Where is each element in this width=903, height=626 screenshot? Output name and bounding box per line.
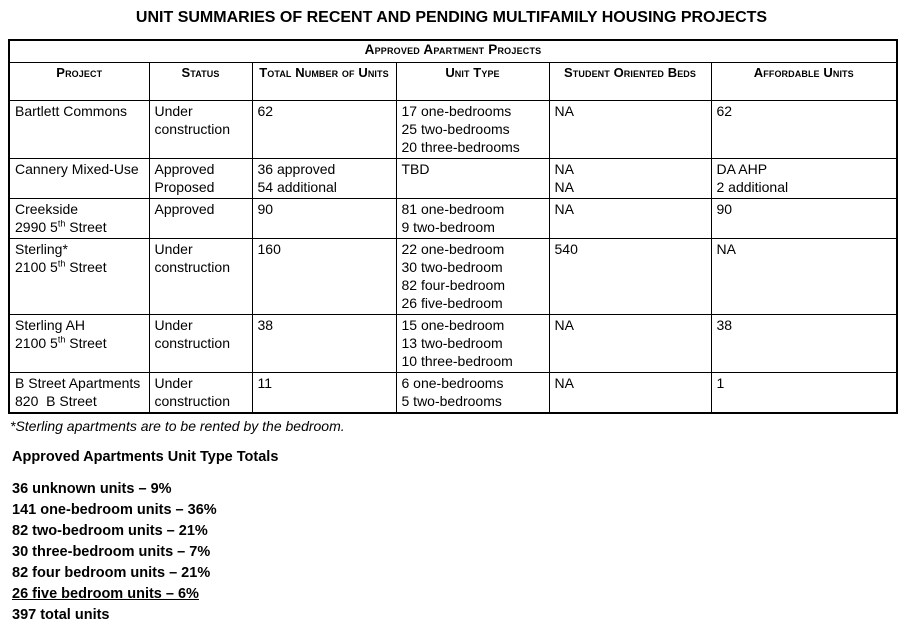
cell-status: Approved (148, 198, 253, 239)
table-row: B Street Apartments 820 B Street Under cons… (8, 372, 898, 414)
totals-line: 30 three-bedroom units – 7% (12, 544, 211, 560)
column-header-affordable-units: Affordable Units (710, 62, 898, 101)
cell-unit-type: 6 one-bedrooms 5 two-bedrooms (395, 372, 550, 414)
cell-project: Sterling AH 2100 5th Street (8, 314, 150, 373)
table-row: Bartlett Commons Under construction 62 17 on… (8, 100, 898, 159)
cell-project: Bartlett Commons (8, 100, 150, 159)
column-header-row: Project Status Total Number of Units Unit T… (8, 62, 898, 101)
footnote: *Sterling apartments are to be rented by… (10, 418, 345, 434)
cell-affordable-units: NA (710, 238, 898, 315)
cell-student-beds: NA (548, 372, 712, 414)
table-title-row: Approved Apartment Projects (8, 39, 898, 63)
totals-line: 397 total units (12, 607, 110, 623)
cell-student-beds: NA (548, 198, 712, 239)
totals-line: 26 five bedroom units – 6% (12, 586, 199, 602)
cell-affordable-units: DA AHP 2 additional (710, 158, 898, 199)
page-title: UNIT SUMMARIES OF RECENT AND PENDING MUL… (135, 9, 768, 26)
cell-affordable-units: 62 (710, 100, 898, 159)
cell-status: Under construction (148, 238, 253, 315)
table-title: Approved Apartment Projects (8, 39, 898, 63)
totals-line: 141 one-bedroom units – 36% (12, 502, 217, 518)
table-row: Cannery Mixed-Use Approved Proposed 36 appr… (8, 158, 898, 199)
cell-total-units: 90 (251, 198, 397, 239)
column-header-status: Status (148, 62, 253, 101)
column-header-student-beds: Student Oriented Beds (548, 62, 712, 101)
approved-projects-table: Approved Apartment Projects Project Statu… (8, 39, 899, 414)
table-row: Creekside 2990 5th Street Approved 90 81 one… (8, 198, 898, 239)
cell-total-units: 62 (251, 100, 397, 159)
cell-project: B Street Apartments 820 B Street (8, 372, 150, 414)
cell-project: Sterling* 2100 5th Street (8, 238, 150, 315)
cell-unit-type: 17 one-bedrooms 25 two-bedrooms 20 three-b… (395, 100, 550, 159)
column-header-project: Project (8, 62, 150, 101)
cell-student-beds: NA (548, 314, 712, 373)
cell-student-beds: NA NA (548, 158, 712, 199)
cell-status: Under construction (148, 100, 253, 159)
cell-student-beds: 540 (548, 238, 712, 315)
table-row: Sterling* 2100 5th Street Under constructio… (8, 238, 898, 315)
cell-total-units: 38 (251, 314, 397, 373)
totals-list: 36 unknown units – 9% 141 one-bedroom uni… (12, 479, 895, 626)
totals-line: 82 two-bedroom units – 21% (12, 523, 208, 539)
cell-status: Under construction (148, 314, 253, 373)
totals-line: 36 unknown units – 9% (12, 481, 172, 497)
cell-status: Under construction (148, 372, 253, 414)
totals-heading: Approved Apartments Unit Type Totals (12, 449, 279, 465)
cell-total-units: 160 (251, 238, 397, 315)
cell-unit-type: 81 one-bedroom 9 two-bedroom (395, 198, 550, 239)
totals-line: 82 four bedroom units – 21% (12, 565, 211, 581)
cell-total-units: 36 approved 54 additional (251, 158, 397, 199)
table-row: Sterling AH 2100 5th Street Under construct… (8, 314, 898, 373)
table-body: Bartlett Commons Under construction 62 17 on… (8, 100, 898, 414)
cell-unit-type: 22 one-bedroom 30 two-bedroom 82 four-bedr… (395, 238, 550, 315)
column-header-unit-type: Unit Type (395, 62, 550, 101)
column-header-total-units: Total Number of Units (251, 62, 397, 101)
cell-affordable-units: 90 (710, 198, 898, 239)
cell-unit-type: TBD (395, 158, 550, 199)
cell-project: Creekside 2990 5th Street (8, 198, 150, 239)
cell-student-beds: NA (548, 100, 712, 159)
cell-affordable-units: 1 (710, 372, 898, 414)
cell-unit-type: 15 one-bedroom 13 two-bedroom 10 three-bed… (395, 314, 550, 373)
cell-affordable-units: 38 (710, 314, 898, 373)
cell-total-units: 11 (251, 372, 397, 414)
table-head: Approved Apartment Projects Project Statu… (8, 39, 898, 101)
cell-project: Cannery Mixed-Use (8, 158, 150, 199)
cell-status: Approved Proposed (148, 158, 253, 199)
